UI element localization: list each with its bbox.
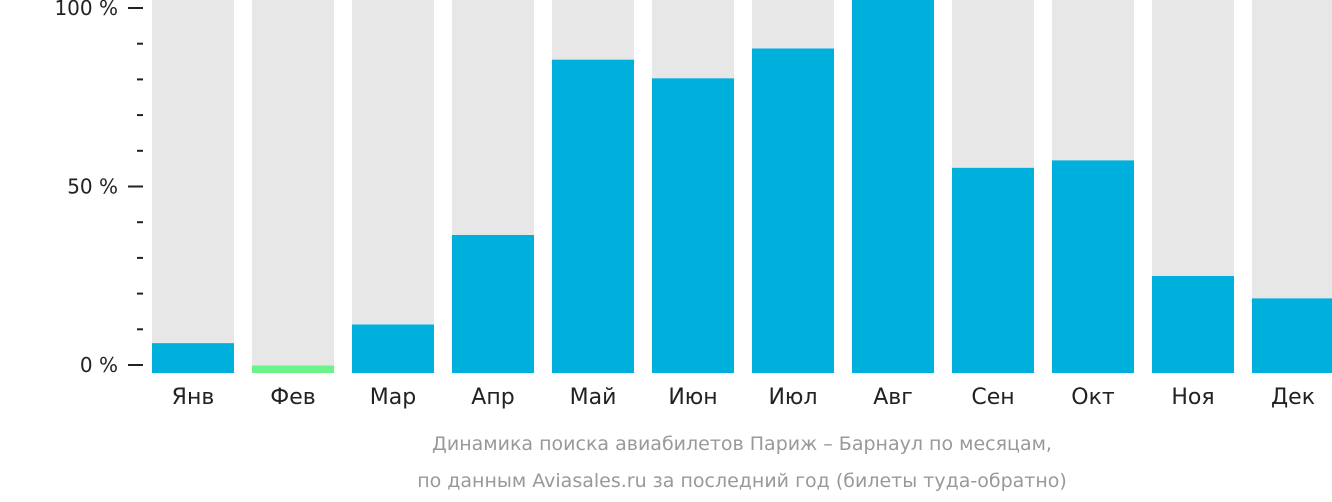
x-tick-label: Май	[570, 385, 617, 410]
y-tick-label: 0 %	[80, 353, 118, 377]
x-tick-label: Июн	[668, 385, 717, 410]
x-tick-label: Апр	[471, 385, 514, 410]
bar-track	[152, 0, 234, 373]
x-axis-labels: Янв Фев Мар Апр Май Июн Июл Авг Сен Окт Ноя Дек	[172, 385, 1315, 410]
x-tick-label: Дек	[1271, 385, 1315, 410]
x-tick-label: Фев	[270, 385, 315, 410]
bar-Мар	[352, 324, 434, 373]
bar-Сен	[952, 167, 1034, 373]
bar-Авг	[852, 0, 934, 373]
bar-Дек	[1252, 298, 1332, 373]
x-tick-label: Ноя	[1171, 385, 1214, 410]
bar-track	[252, 0, 334, 373]
x-tick-label: Янв	[172, 385, 215, 410]
bars	[152, 0, 1332, 374]
bar-Фев	[252, 365, 334, 373]
bar-Апр	[452, 234, 534, 373]
y-tick-label: 50 %	[67, 175, 118, 199]
x-tick-label: Июл	[768, 385, 817, 410]
x-tick-label: Авг	[873, 385, 913, 410]
bar-Май	[552, 59, 634, 374]
bar-Июл	[752, 48, 834, 374]
bar-Окт	[1052, 160, 1134, 373]
bar-Янв	[152, 343, 234, 373]
y-axis: 0 % 50 % 100 %	[54, 0, 143, 377]
chart-title: Динамика поиска авиабилетов Париж – Барн…	[432, 433, 1052, 455]
bar-track	[352, 0, 434, 373]
bar-Ноя	[1152, 276, 1234, 373]
bar-Июн	[652, 78, 734, 373]
x-tick-label: Окт	[1071, 385, 1115, 410]
chart-subtitle: по данным Aviasales.ru за последний год …	[417, 470, 1067, 492]
y-tick-label: 100 %	[54, 0, 118, 20]
x-tick-label: Мар	[370, 385, 416, 410]
x-tick-label: Сен	[971, 385, 1014, 410]
